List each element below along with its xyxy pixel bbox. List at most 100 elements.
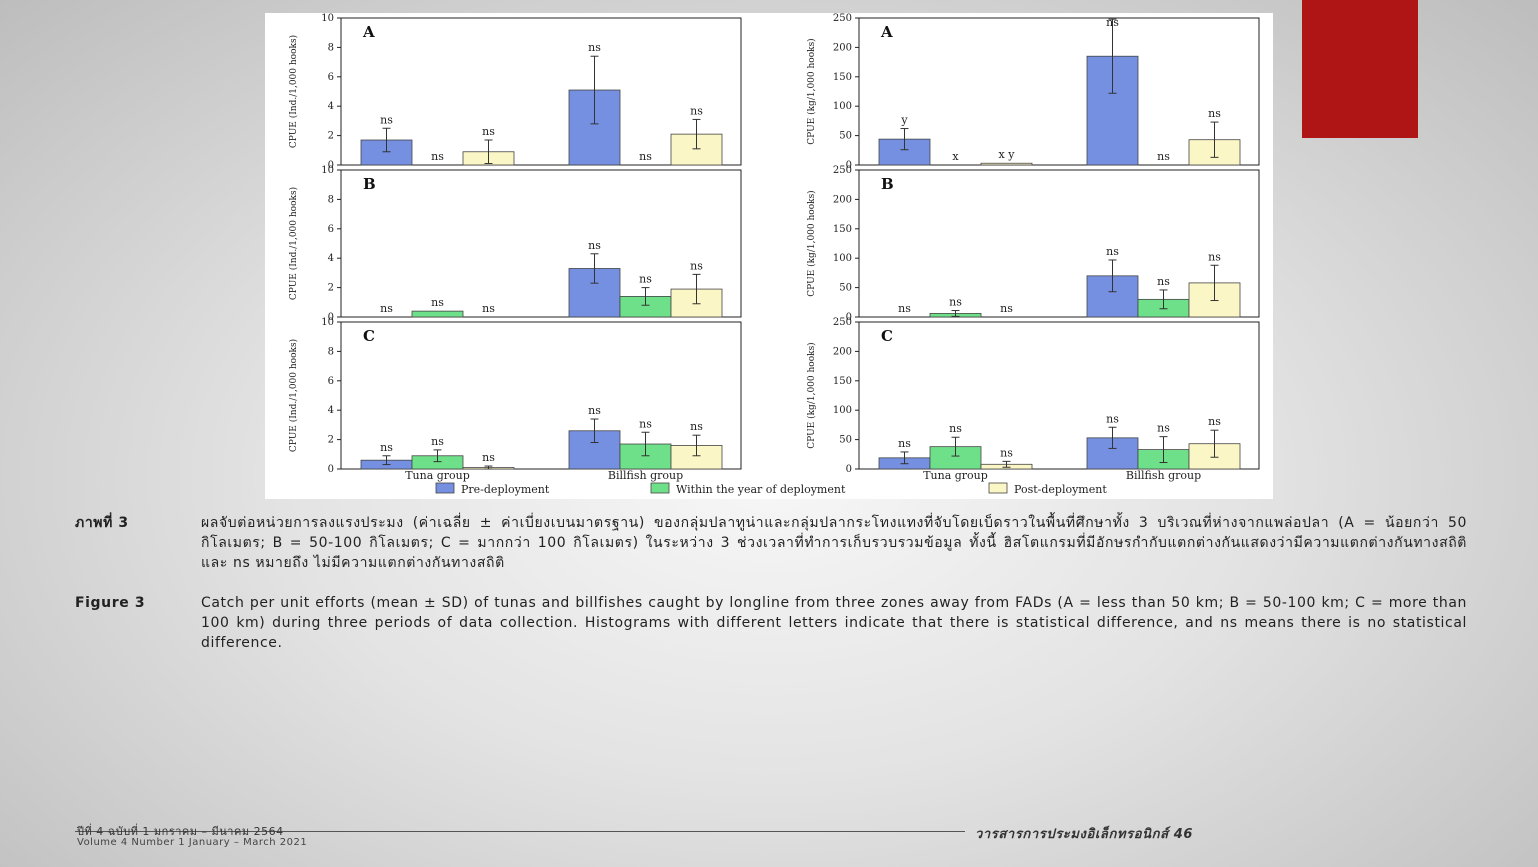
panel-letter: B <box>363 175 376 193</box>
significance-label: x y <box>999 148 1016 161</box>
significance-label: ns <box>380 302 393 315</box>
panel-letter: C <box>363 327 375 345</box>
plot-frame <box>858 321 1260 470</box>
y-tick-label: 0 <box>328 312 334 323</box>
plot-frame <box>340 169 742 318</box>
caption-english-lead: Figure 3 <box>75 595 146 611</box>
significance-label: ns <box>380 441 393 454</box>
y-tick-label: 4 <box>328 253 334 264</box>
significance-label: x <box>952 150 959 163</box>
bar <box>411 310 464 318</box>
legend-swatch <box>988 482 1008 494</box>
y-tick-label: 10 <box>321 165 334 176</box>
caption-thai: ภาพที่ 3 ผลจับต่อหน่วยการลงแรงประมง (ค่า… <box>75 513 1467 573</box>
chart-panel-2: 0 50 100 150 200 250 CPUE (kg/1,000 hooks) Ay ns… <box>806 13 1260 171</box>
y-tick-label: 10 <box>321 13 334 24</box>
y-tick-label: 100 <box>833 101 852 112</box>
y-tick-label: 250 <box>833 165 852 176</box>
y-tick-label: 8 <box>328 42 334 53</box>
caption-thai-lead: ภาพที่ 3 <box>75 515 129 531</box>
significance-label: ns <box>949 422 962 435</box>
y-axis-label: CPUE (Ind./1,000 hooks) <box>288 187 299 300</box>
y-tick-label: 0 <box>846 312 852 323</box>
y-tick-label: 2 <box>328 283 334 294</box>
y-axis-label: CPUE (kg/1,000 hooks) <box>806 38 817 144</box>
y-tick-label: 6 <box>328 224 334 235</box>
significance-label: ns <box>690 259 703 272</box>
x-category-label: Tuna group <box>405 469 470 482</box>
caption-english-text: Catch per unit efforts (mean ± SD) of tu… <box>201 595 1467 651</box>
significance-label: ns <box>690 104 703 117</box>
chart-panel-4: 0 50 100 150 200 250 CPUE (kg/1,000 hooks) Bns n… <box>806 165 1260 323</box>
significance-label: ns <box>482 302 495 315</box>
y-tick-label: 10 <box>321 317 334 328</box>
significance-label: ns <box>431 435 444 448</box>
y-tick-label: 200 <box>833 194 852 205</box>
panel-letter: A <box>362 23 375 41</box>
significance-label: y <box>900 114 908 127</box>
significance-label: ns <box>1208 107 1221 120</box>
significance-label: ns <box>1208 415 1221 428</box>
chart-panel-1: 0 2 4 6 8 10 CPUE (Ind./1,000 hooks) Ans ns ns ns n… <box>288 13 742 171</box>
y-tick-label: 50 <box>839 435 852 446</box>
y-tick-label: 0 <box>846 160 852 171</box>
y-tick-label: 6 <box>328 376 334 387</box>
legend-label: Post-deployment <box>1014 483 1107 496</box>
significance-label: ns <box>949 296 962 309</box>
footer-journal-page: วารสารการประมงอิเล็กทรอนิกส์ 46 <box>975 827 1194 842</box>
significance-label: ns <box>1157 150 1170 163</box>
significance-label: ns <box>431 296 444 309</box>
legend-label: Within the year of deployment <box>676 483 846 496</box>
plot-frame <box>858 17 1260 166</box>
y-tick-label: 4 <box>328 405 334 416</box>
significance-label: ns <box>431 150 444 163</box>
y-tick-label: 50 <box>839 283 852 294</box>
bar <box>980 162 1033 166</box>
significance-label: ns <box>639 150 652 163</box>
plot-frame <box>340 17 742 166</box>
y-tick-label: 2 <box>328 131 334 142</box>
significance-label: ns <box>588 41 601 54</box>
x-category-label: Billfish group <box>608 469 683 482</box>
significance-label: ns <box>1000 446 1013 459</box>
significance-label: ns <box>1157 275 1170 288</box>
y-axis-label: CPUE (kg/1,000 hooks) <box>806 190 817 296</box>
y-tick-label: 50 <box>839 131 852 142</box>
y-tick-label: 250 <box>833 13 852 24</box>
panel-letter: B <box>881 175 894 193</box>
x-category-label: Tuna group <box>923 469 988 482</box>
y-tick-label: 250 <box>833 317 852 328</box>
caption-english: Figure 3 Catch per unit efforts (mean ± … <box>75 593 1467 653</box>
y-tick-label: 150 <box>833 376 852 387</box>
panel-letter: C <box>881 327 893 345</box>
legend-label: Pre-deployment <box>461 483 550 496</box>
significance-label: ns <box>380 113 393 126</box>
legend-swatch <box>435 482 455 494</box>
y-tick-label: 0 <box>328 160 334 171</box>
y-tick-label: 150 <box>833 224 852 235</box>
significance-label: ns <box>1106 412 1119 425</box>
x-category-label: Billfish group <box>1126 469 1201 482</box>
significance-label: ns <box>482 451 495 464</box>
y-tick-label: 6 <box>328 72 334 83</box>
accent-block <box>1302 0 1418 138</box>
significance-label: ns <box>639 417 652 430</box>
significance-label: ns <box>1106 245 1119 258</box>
y-tick-label: 200 <box>833 346 852 357</box>
significance-label: ns <box>588 404 601 417</box>
y-tick-label: 8 <box>328 194 334 205</box>
plot-frame <box>340 321 742 470</box>
significance-label: ns <box>588 239 601 252</box>
chart-panel-5: 0 2 4 6 8 10 CPUE (Ind./1,000 hooks) Cns ns ns ns n… <box>288 317 742 482</box>
significance-label: ns <box>639 273 652 286</box>
y-axis-label: CPUE (Ind./1,000 hooks) <box>288 339 299 452</box>
significance-label: ns <box>1157 422 1170 435</box>
y-tick-label: 2 <box>328 435 334 446</box>
y-tick-label: 8 <box>328 346 334 357</box>
chart-panel-3: 0 2 4 6 8 10 CPUE (Ind./1,000 hooks) Bns ns ns ns n… <box>288 165 742 323</box>
significance-label: ns <box>1106 16 1119 29</box>
y-tick-label: 4 <box>328 101 334 112</box>
significance-label: ns <box>898 437 911 450</box>
y-tick-label: 150 <box>833 72 852 83</box>
significance-label: ns <box>898 302 911 315</box>
